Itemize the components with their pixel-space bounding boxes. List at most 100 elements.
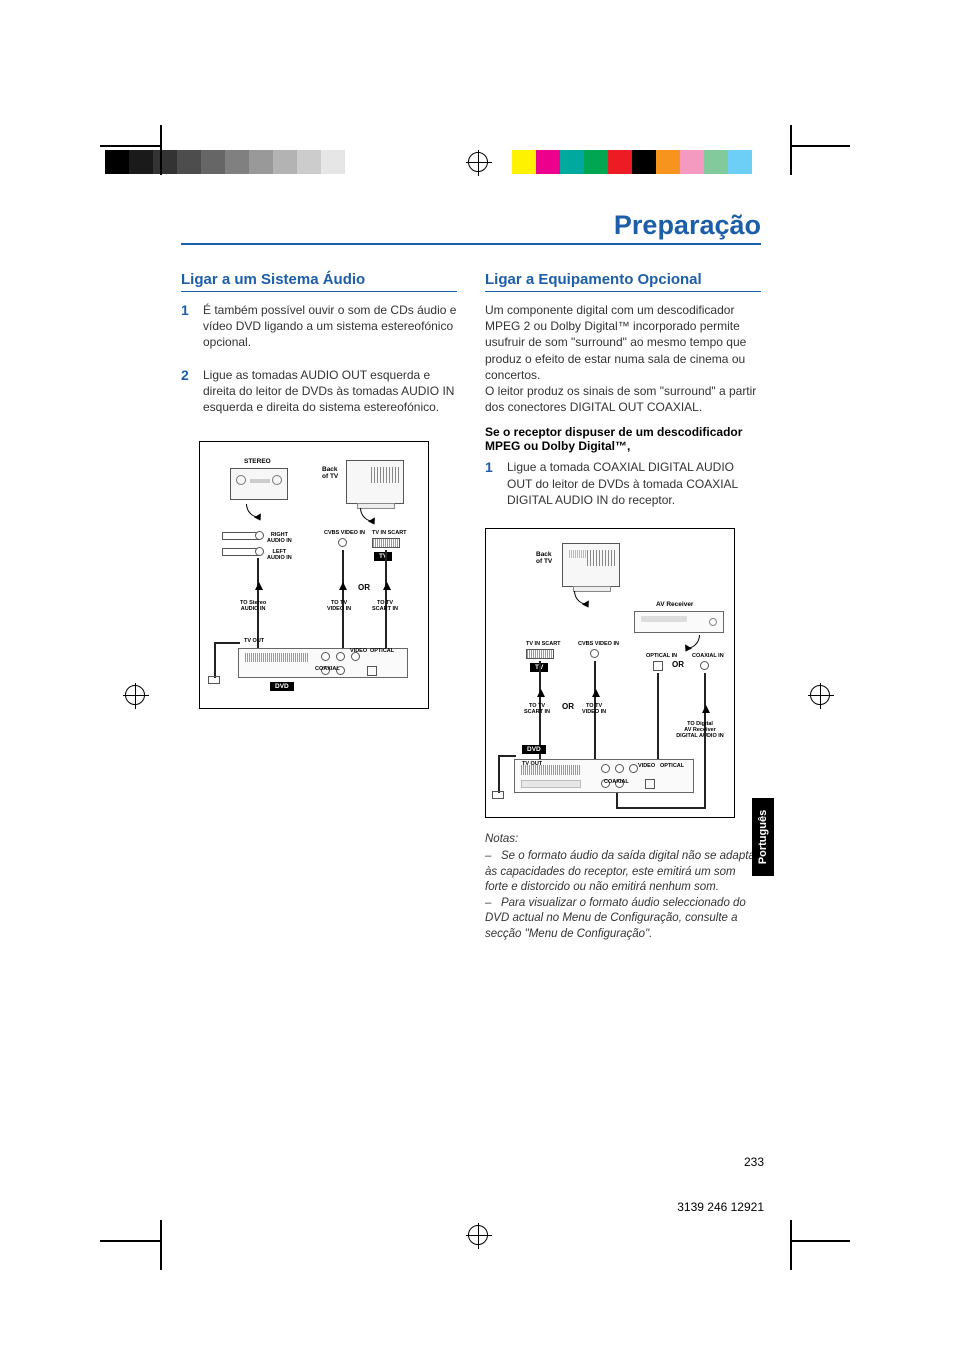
- color-swatch: [321, 150, 345, 174]
- tv-back-icon: [346, 460, 404, 504]
- diagram-label: LEFT AUDIO IN: [267, 549, 292, 561]
- connection-diagram-avreceiver: Back of TV AV Receiver TV IN SCART CVBS …: [485, 528, 735, 818]
- stereo-icon: [230, 468, 288, 500]
- diagram-label: VIDEO: [638, 763, 655, 769]
- color-swatch: [512, 150, 536, 174]
- diagram-label: STEREO: [244, 458, 271, 465]
- dvd-tag: DVD: [522, 745, 546, 754]
- crop-mark: [100, 1240, 160, 1242]
- color-swatch: [536, 150, 560, 174]
- arrow-up-icon: [339, 582, 347, 590]
- diagram-label: TO TV VIDEO IN: [327, 600, 351, 612]
- step-text: Ligue as tomadas AUDIO OUT esquerda e di…: [203, 367, 457, 416]
- step-number: 1: [485, 459, 499, 516]
- intro-text: Um componente digital com um descodifica…: [485, 302, 761, 415]
- color-swatch: [225, 150, 249, 174]
- diagram-label: VIDEO: [350, 648, 367, 654]
- color-swatch: [345, 150, 369, 174]
- color-swatch: [105, 150, 129, 174]
- page-number: 233: [744, 1155, 764, 1169]
- color-swatch: [608, 150, 632, 174]
- jack-icon: [255, 531, 264, 540]
- diagram-label: CVBS VIDEO IN: [324, 530, 365, 536]
- step-text: É também possível ouvir o som de CDs áud…: [203, 302, 457, 351]
- diagram-label: RIGHT AUDIO IN: [267, 532, 292, 544]
- registration-mark-icon: [468, 1225, 488, 1245]
- diagram-label: TO TV SCART IN: [372, 600, 398, 612]
- step-number: 2: [181, 367, 195, 424]
- color-swatch: [704, 150, 728, 174]
- diagram-label: COAXIAL IN: [692, 653, 724, 659]
- or-label: OR: [358, 584, 370, 593]
- registration-mark-icon: [468, 152, 488, 172]
- diagram-label: TV OUT: [244, 638, 264, 644]
- crop-mark: [160, 125, 162, 175]
- diagram-label: OPTICAL: [660, 763, 684, 769]
- color-swatch: [153, 150, 177, 174]
- diagram-label: Back of TV: [536, 551, 552, 565]
- color-swatch: [177, 150, 201, 174]
- note-item: – Para visualizar o formato áudio selecc…: [485, 897, 746, 940]
- color-swatch: [273, 150, 297, 174]
- connection-diagram-stereo: STEREO Back of TV RIGHT AUDIO IN LEFT AU…: [199, 441, 429, 709]
- color-swatch: [201, 150, 225, 174]
- arrow-up-icon: [592, 689, 600, 697]
- diagram-label: COAXIAL: [604, 779, 629, 785]
- tv-back-icon: [562, 543, 620, 587]
- sub-heading: Se o receptor dispuser de um descodifica…: [485, 425, 761, 453]
- right-column: Ligar a Equipamento Opcional Um componen…: [485, 271, 761, 942]
- step: 2 Ligue as tomadas AUDIO OUT esquerda e …: [181, 367, 457, 424]
- crop-mark: [790, 145, 850, 147]
- page-content: Preparação Ligar a um Sistema Áudio 1 É …: [181, 210, 761, 942]
- diagram-label: TO Stereo AUDIO IN: [240, 600, 266, 612]
- step-text: Ligue a tomada COAXIAL DIGITAL AUDIO OUT…: [507, 459, 761, 508]
- diagram-label: Back of TV: [322, 466, 338, 480]
- cable-icon: [616, 793, 618, 807]
- step: 1 É também possível ouvir o som de CDs á…: [181, 302, 457, 359]
- step-number: 1: [181, 302, 195, 359]
- scart-icon: [372, 538, 400, 548]
- notes-label: Notas:: [485, 832, 761, 848]
- color-swatch: [728, 150, 752, 174]
- color-swatch: [632, 150, 656, 174]
- arrow-icon: [246, 504, 260, 518]
- arrow-up-icon: [702, 705, 710, 713]
- jack-icon: [338, 538, 347, 547]
- arrow-icon: [360, 508, 374, 522]
- diagram-label: OPTICAL IN: [646, 653, 677, 659]
- cable-icon: [704, 733, 706, 809]
- jack-icon: [700, 661, 709, 670]
- language-tab-label: Português: [757, 810, 769, 864]
- diagram-label: AV Receiver: [656, 601, 693, 608]
- crop-mark: [790, 125, 792, 175]
- diagram-label: TV OUT: [522, 761, 542, 767]
- jack-icon: [590, 649, 599, 658]
- registration-mark-icon: [810, 685, 830, 705]
- scart-icon: [526, 649, 554, 659]
- power-cord-icon: [498, 755, 500, 793]
- diagram-label: TO TV SCART IN: [524, 703, 550, 715]
- left-column: Ligar a um Sistema Áudio 1 É também poss…: [181, 271, 457, 942]
- color-swatch: [584, 150, 608, 174]
- or-label: OR: [562, 703, 574, 712]
- av-receiver-icon: [634, 611, 724, 633]
- power-cord-icon: [214, 642, 240, 644]
- color-swatch: [249, 150, 273, 174]
- chapter-title: Preparação: [181, 210, 761, 245]
- color-swatch: [297, 150, 321, 174]
- arrow-up-icon: [537, 689, 545, 697]
- or-label: OR: [672, 661, 684, 670]
- crop-mark: [790, 1220, 792, 1270]
- power-cord-icon: [498, 755, 516, 757]
- section-title-audio: Ligar a um Sistema Áudio: [181, 271, 457, 292]
- dvd-tag: DVD: [270, 682, 294, 691]
- power-cord-icon: [214, 642, 216, 678]
- language-tab: Português: [752, 798, 774, 876]
- diagram-label: TO Digital AV Receiver DIGITAL AUDIO IN: [672, 721, 728, 739]
- color-swatch: [656, 150, 680, 174]
- crop-mark: [100, 145, 160, 147]
- registration-mark-icon: [125, 685, 145, 705]
- color-swatch: [680, 150, 704, 174]
- arrow-up-icon: [255, 582, 263, 590]
- diagram-label: CVBS VIDEO IN: [578, 641, 619, 647]
